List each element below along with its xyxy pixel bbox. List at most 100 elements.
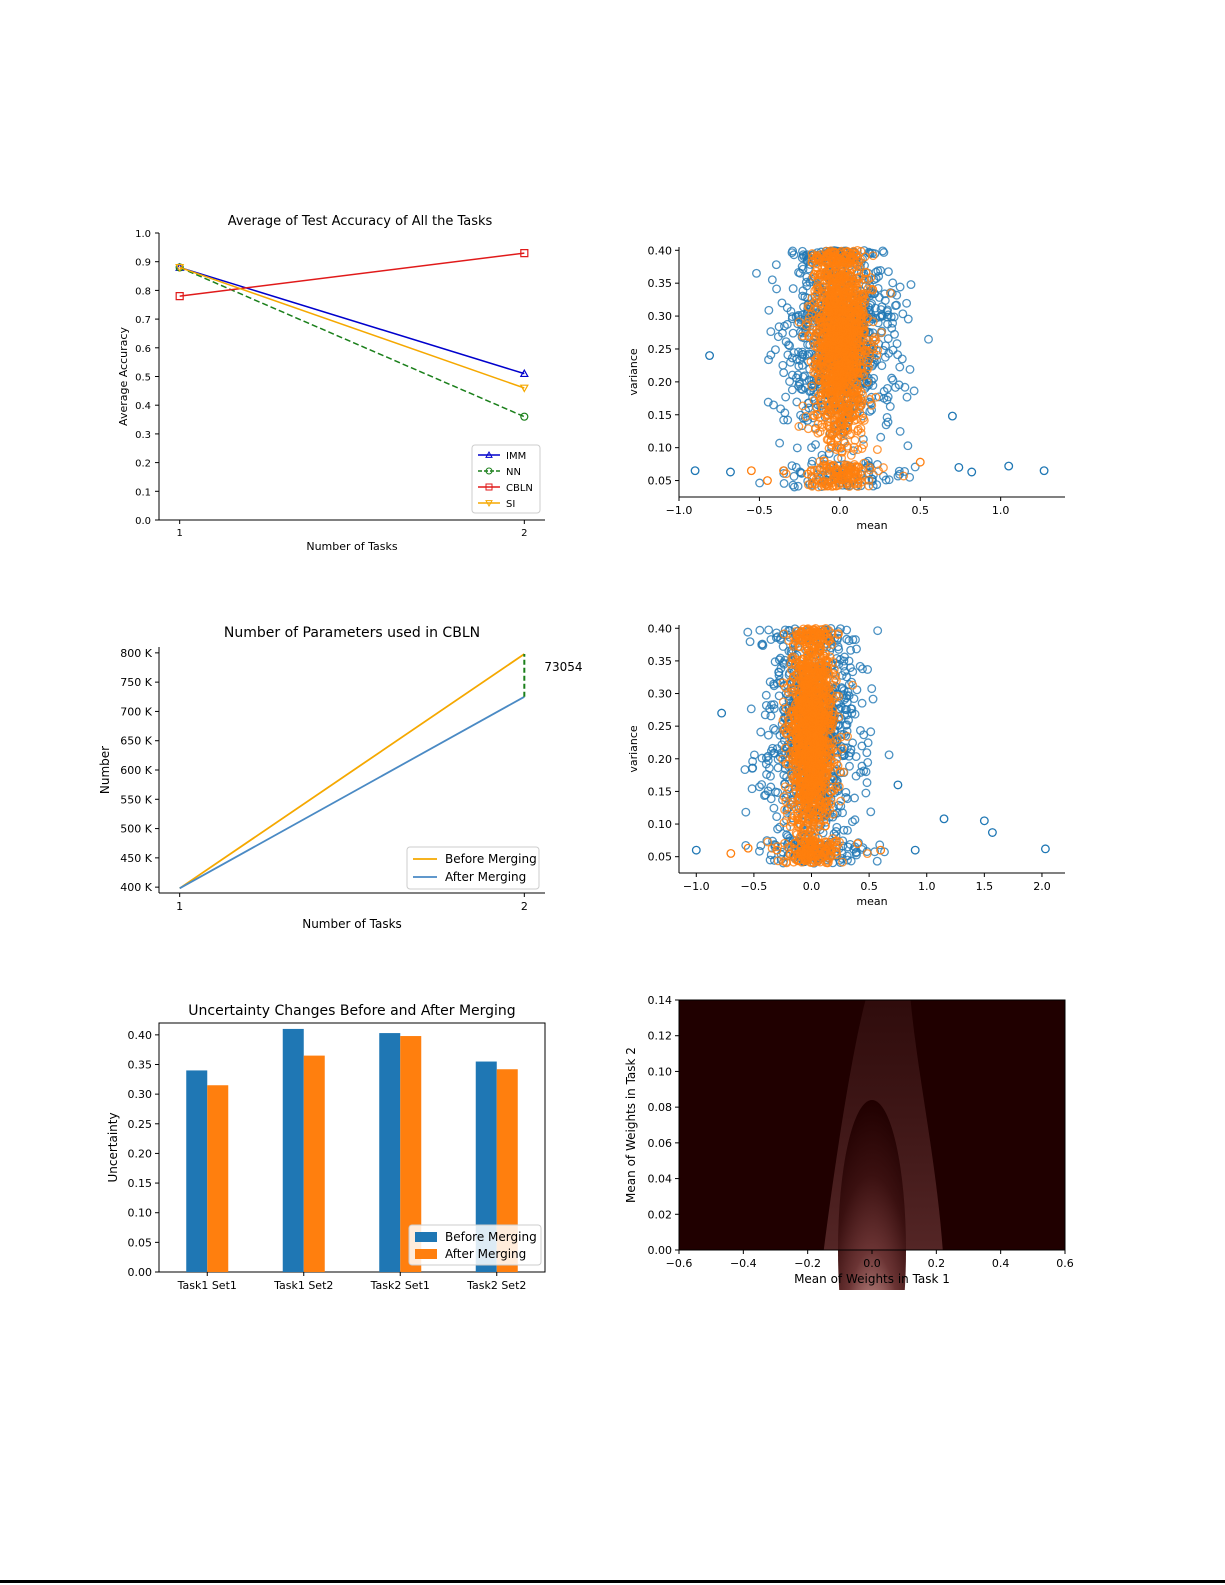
scatter-point-orange (805, 766, 815, 776)
scatter-point-orange (788, 652, 798, 662)
y-tick-label: 0.30 (648, 688, 673, 701)
scatter-point-orange (832, 380, 842, 390)
scatter-point-orange (788, 640, 798, 649)
scatter-point-blue (795, 379, 805, 389)
scatter-point-blue (766, 350, 776, 360)
scatter-point-blue (895, 282, 905, 292)
legend-marker (485, 483, 493, 491)
scatter-point-orange (826, 749, 836, 759)
scatter-point-blue (897, 354, 907, 364)
scatter-point-blue (783, 415, 793, 425)
scatter-point-orange (839, 470, 849, 480)
scatter-point-orange (806, 328, 816, 338)
scatter-point-blue (781, 793, 791, 803)
scatter-point-blue (850, 793, 859, 803)
scatter-point-blue (770, 725, 780, 735)
scatter-point-orange (799, 774, 809, 783)
scatter-point-blue (903, 441, 913, 451)
scatter-point-orange (824, 682, 834, 692)
scatter-point-orange (840, 438, 850, 448)
scatter-point-blue (842, 634, 852, 644)
scatter-point-orange (899, 471, 909, 481)
scatter-point-orange (848, 364, 858, 374)
scatter-point-orange (794, 317, 804, 327)
scatter-point-blue (793, 370, 803, 380)
scatter-point-blue (745, 637, 755, 647)
scatter-point-blue (844, 636, 854, 646)
scatter-point-orange (840, 294, 850, 304)
scatter-point-blue (879, 386, 889, 396)
legend-label: Before Merging (445, 852, 537, 866)
scatter-point-orange (834, 306, 844, 316)
scatter-point-blue (888, 278, 898, 288)
scatter-point-orange (848, 410, 858, 420)
scatter-point-blue (895, 362, 905, 372)
scatter-point-orange (828, 343, 838, 353)
scatter-point-orange (811, 651, 821, 661)
scatter-point-blue (866, 300, 875, 310)
scatter-point-orange (803, 791, 813, 801)
y-tick-label: 0.7 (135, 315, 151, 326)
scatter-point-orange (824, 273, 833, 283)
scatter-point-orange (872, 445, 882, 455)
scatter-point-orange (842, 321, 852, 331)
scatter-point-blue (892, 339, 902, 349)
scatter-point-blue (778, 360, 788, 370)
scatter-point-blue (900, 466, 910, 476)
scatter-point-blue (788, 328, 798, 338)
scatter-point-blue (868, 694, 878, 704)
scatter-point-orange (801, 630, 811, 640)
scatter-point-orange (871, 392, 881, 402)
scatter-outlier-blue (987, 828, 997, 837)
scatter-point-orange (874, 466, 883, 476)
scatter-point-orange (803, 424, 813, 434)
scatter-point-orange (833, 366, 843, 376)
scatter-point-orange (825, 264, 835, 274)
scatter-point-orange (832, 258, 842, 268)
scatter-point-orange (864, 475, 874, 485)
scatter-point-orange (814, 716, 824, 726)
legend-marker (485, 450, 493, 458)
scatter-point-orange (834, 629, 843, 639)
scatter-point-blue (773, 824, 783, 834)
scatter-point-orange (843, 338, 853, 348)
scatter-point-blue (857, 698, 867, 708)
scatter-point-orange (821, 461, 831, 470)
scatter-point-orange (781, 727, 791, 737)
x-axis-label: mean (856, 519, 887, 532)
scatter-point-orange (841, 403, 851, 412)
scatter-point-orange (821, 471, 831, 481)
legend-box (406, 846, 540, 890)
scatter-point-orange (778, 715, 788, 725)
scatter-point-orange (826, 436, 836, 446)
y-tick-label: 0.20 (648, 376, 673, 389)
scatter-point-orange (824, 733, 834, 743)
y-axis-label: Number (98, 746, 112, 794)
scatter-point-blue (889, 312, 899, 322)
scatter-point-blue (890, 329, 899, 339)
scatter-point-orange (846, 429, 856, 439)
scatter-point-blue (862, 778, 872, 788)
scatter-point-orange (797, 813, 807, 822)
scatter-point-blue (748, 756, 758, 766)
scatter-point-orange (866, 273, 876, 283)
scatter-point-orange (867, 400, 877, 410)
scatter-point-blue (755, 478, 765, 488)
scatter-point-blue (851, 635, 860, 645)
scatter-point-orange (818, 317, 828, 327)
y-tick-label: 0.9 (135, 258, 151, 269)
scatter-point-orange (812, 804, 821, 814)
scatter-point-orange (861, 314, 871, 324)
scatter-point-blue (769, 723, 778, 733)
scatter-outlier-blue (954, 462, 964, 472)
scatter-point-blue (878, 246, 888, 256)
scatter-point-orange (820, 655, 830, 665)
scatter-point-blue (794, 381, 803, 391)
scatter-point-orange (838, 327, 848, 336)
y-tick-label: 0.05 (648, 475, 673, 488)
x-tick-label: 0.5 (912, 504, 930, 517)
scatter-point-orange (834, 691, 844, 701)
scatter-point-orange (835, 419, 845, 429)
scatter-outlier-blue (705, 351, 715, 361)
scatter-point-blue (747, 784, 757, 794)
